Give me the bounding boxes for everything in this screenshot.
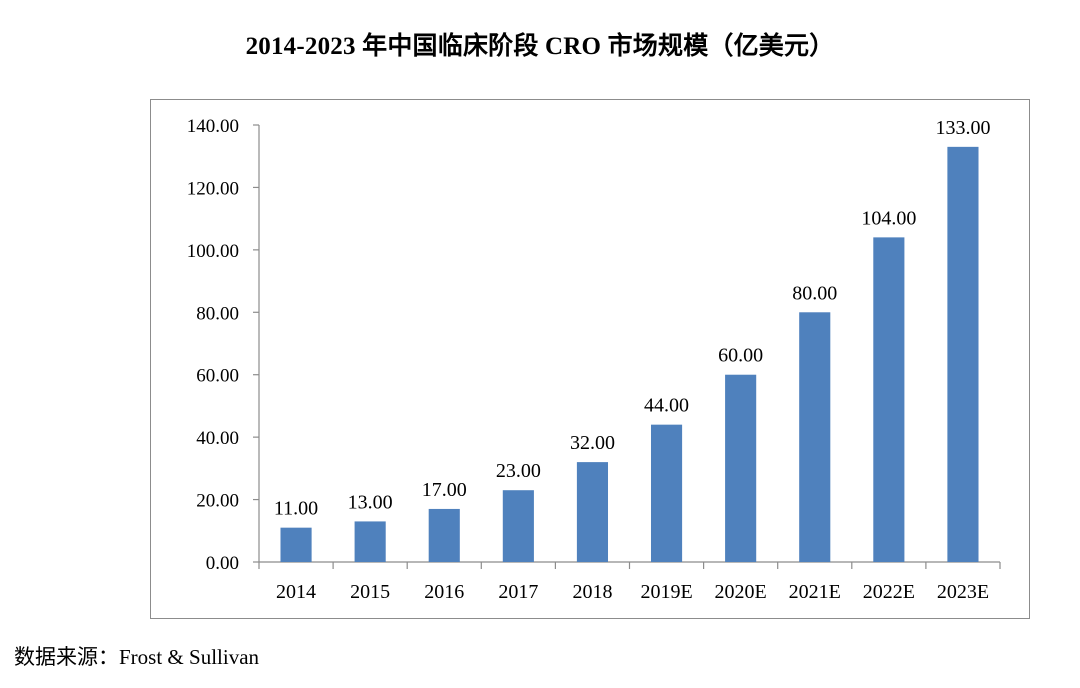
x-axis: 2014 2015 2016 2017 2018 2019E 2020E 2021E 2022E… (258, 561, 1001, 603)
bar (799, 312, 831, 562)
bar (354, 521, 386, 562)
data-label: 80.00 (792, 282, 837, 304)
bar (576, 462, 609, 562)
chart-title: 2014-2023 年中国临床阶段 CRO 市场规模（亿美元） (245, 33, 835, 60)
x-tick-label: 2021E (789, 581, 841, 603)
y-axis: 0.00 20.00 40.00 60.00 80.00 100.00 120.00 140.… (187, 116, 260, 574)
data-label: 44.00 (644, 395, 689, 417)
data-label: 104.00 (861, 207, 916, 229)
y-tick-label: 80.00 (196, 303, 239, 324)
data-label: 23.00 (496, 460, 541, 482)
y-tick-label: 0.00 (206, 553, 239, 574)
source-note: 数据来源：Frost & Sullivan (14, 645, 260, 669)
y-tick-label: 40.00 (196, 428, 239, 449)
y-tick-label: 60.00 (196, 366, 239, 387)
x-tick-label: 2022E (863, 581, 915, 603)
bar (873, 237, 905, 562)
x-tick-label: 2018 (572, 581, 612, 603)
data-label: 32.00 (570, 432, 615, 454)
bar (428, 508, 460, 562)
y-tick-label: 100.00 (187, 241, 239, 262)
data-label: 13.00 (348, 491, 393, 513)
bar (280, 527, 312, 562)
data-label: 11.00 (274, 498, 318, 520)
bar (502, 490, 534, 562)
data-label: 60.00 (718, 345, 763, 367)
x-tick-label: 2015 (350, 581, 390, 603)
x-tick-label: 2016 (424, 581, 464, 603)
y-tick-label: 120.00 (187, 178, 239, 199)
y-tick-label: 140.00 (187, 116, 239, 137)
bar (947, 146, 979, 562)
data-label: 133.00 (935, 117, 990, 139)
data-label: 17.00 (422, 479, 467, 501)
bars (280, 146, 979, 562)
bar (650, 424, 683, 562)
bar (725, 374, 757, 562)
data-labels: 11.00 13.00 17.00 23.00 32.00 44.00 60.00 80.00… (274, 117, 991, 520)
x-tick-label: 2017 (498, 581, 538, 603)
x-tick-label: 2014 (276, 581, 316, 603)
y-tick-label: 20.00 (196, 491, 239, 512)
x-tick-label: 2019E (640, 581, 692, 603)
x-tick-label: 2023E (937, 581, 989, 603)
x-tick-label: 2020E (715, 581, 767, 603)
